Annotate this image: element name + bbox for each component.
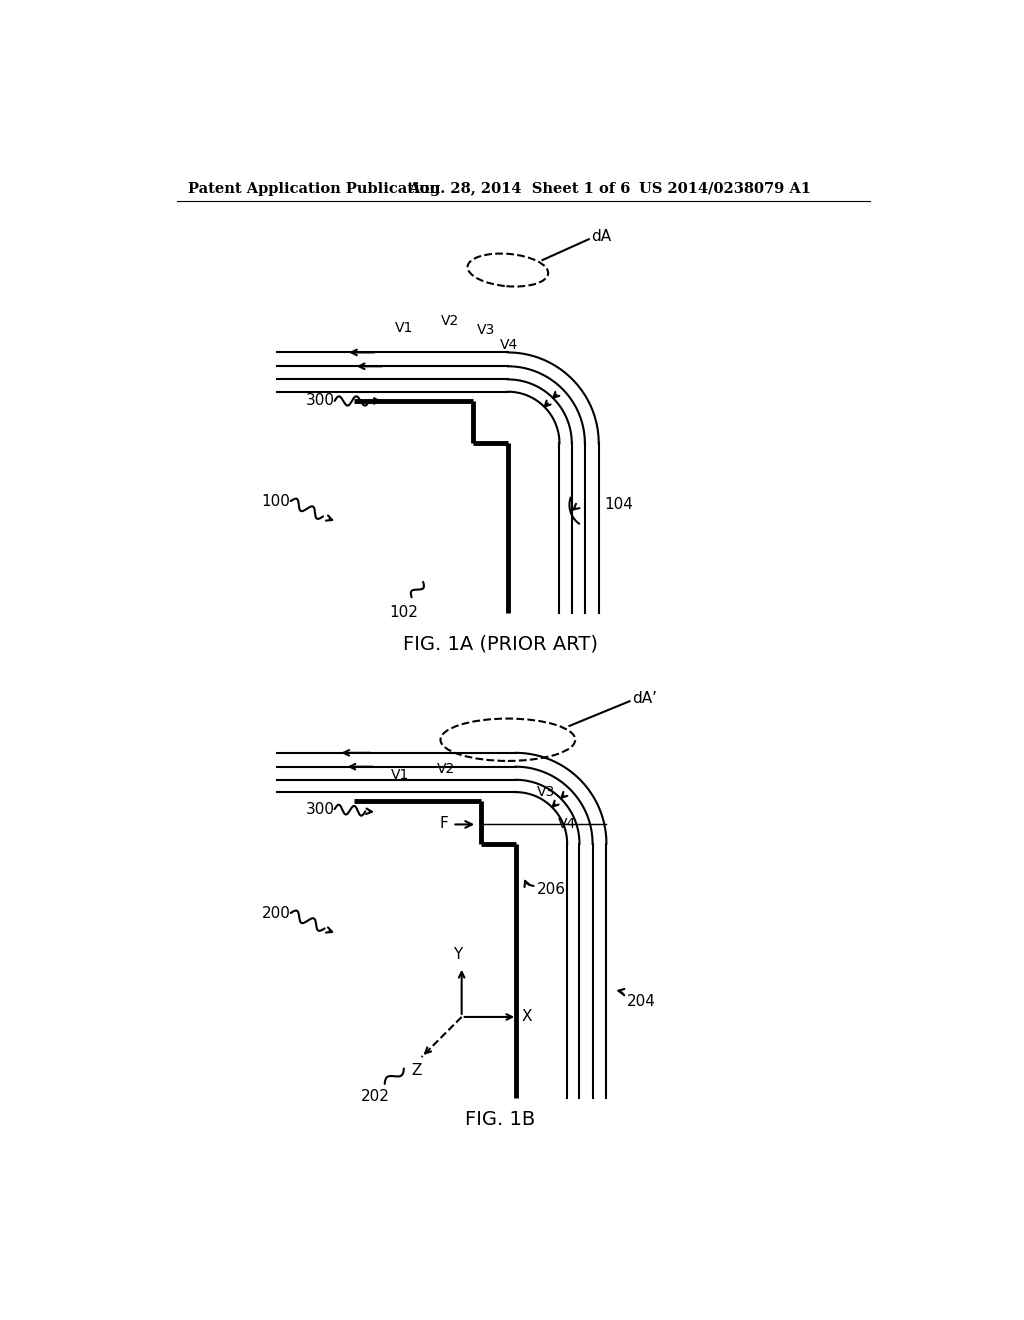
Text: FIG. 1A (PRIOR ART): FIG. 1A (PRIOR ART) [402,634,598,653]
Text: V1: V1 [391,768,410,781]
Text: X: X [521,1010,532,1024]
Text: V1: V1 [394,322,413,335]
Text: dA: dA [591,230,611,244]
Text: V4: V4 [558,817,577,832]
Text: V3: V3 [477,323,496,337]
Text: F: F [440,816,449,832]
Text: 200: 200 [261,906,291,920]
Text: 204: 204 [628,994,656,1008]
Text: V2: V2 [437,762,456,776]
Text: Z: Z [412,1063,422,1078]
Text: 100: 100 [261,494,291,508]
Text: 300: 300 [306,801,335,817]
Text: dA’: dA’ [633,692,657,706]
Text: Patent Application Publication: Patent Application Publication [188,182,440,195]
Text: Aug. 28, 2014  Sheet 1 of 6: Aug. 28, 2014 Sheet 1 of 6 [408,182,630,195]
Text: 104: 104 [604,498,633,512]
Text: 102: 102 [389,605,419,620]
Text: 206: 206 [538,882,566,898]
Text: V3: V3 [538,785,555,799]
Text: 202: 202 [361,1089,390,1104]
Text: 300: 300 [306,393,335,408]
Text: V2: V2 [441,314,459,327]
Text: FIG. 1B: FIG. 1B [465,1110,536,1129]
Text: V4: V4 [500,338,518,352]
Text: Y: Y [454,946,463,961]
Text: US 2014/0238079 A1: US 2014/0238079 A1 [639,182,811,195]
